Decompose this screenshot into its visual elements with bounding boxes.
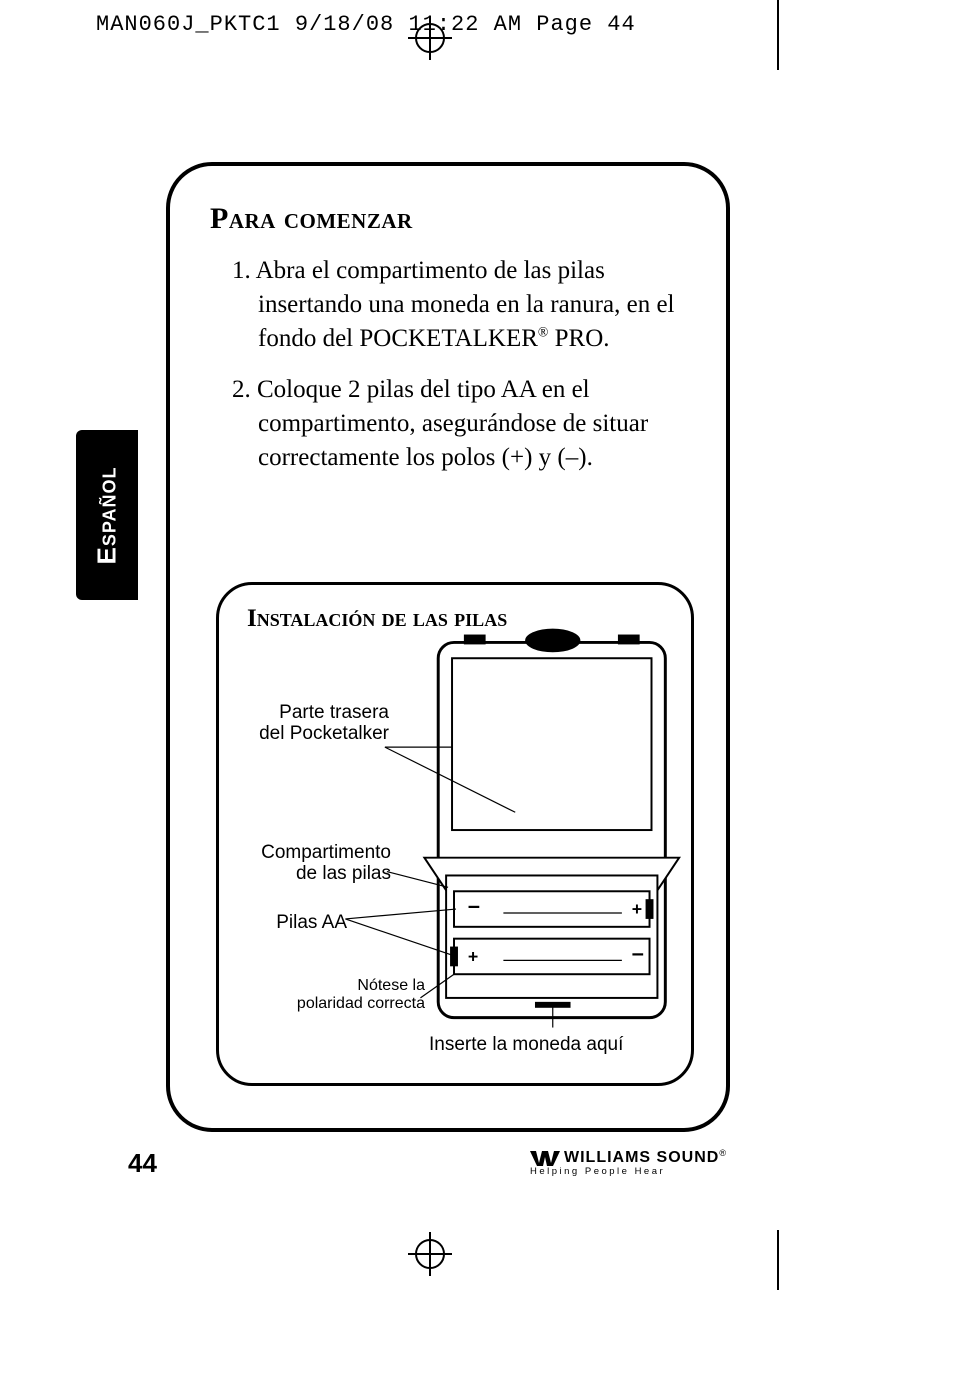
content-panel: Para comenzar 1. Abra el compartimento d… — [166, 162, 730, 1132]
step-1: 1. Abra el compartimento de las pilas in… — [232, 254, 698, 355]
svg-text:–: – — [468, 893, 480, 918]
brand-name: WILLIAMS SOUND — [564, 1149, 719, 1167]
diagram-panel: Instalación de las pilas Parte trasera d… — [216, 582, 694, 1086]
print-slug: MAN060J_PKTC1 9/18/08 11:22 AM Page 44 — [96, 12, 636, 37]
svg-text:+: + — [632, 899, 642, 919]
manual-page: MAN060J_PKTC1 9/18/08 11:22 AM Page 44 E… — [0, 0, 954, 1378]
svg-text:–: – — [632, 940, 644, 965]
registration-mark-top — [408, 16, 452, 60]
battery-diagram: – + + – — [219, 585, 691, 1083]
brand-tagline: Helping People Hear — [530, 1166, 730, 1177]
registration-mark-bottom — [408, 1232, 452, 1276]
step-list: 1. Abra el compartimento de las pilas in… — [232, 254, 698, 475]
section-heading: Para comenzar — [210, 202, 698, 236]
brand-reg: ® — [719, 1148, 726, 1158]
page-number: 44 — [128, 1148, 157, 1179]
crop-mark — [777, 0, 779, 70]
step-2: 2. Coloque 2 pilas del tipo AA en el com… — [232, 373, 698, 474]
svg-text:+: + — [468, 946, 478, 966]
brand-logo-icon — [530, 1149, 560, 1167]
brand-footer: WILLIAMS SOUND® Helping People Hear — [530, 1148, 730, 1177]
language-tab: Español — [76, 430, 138, 600]
language-tab-label: Español — [92, 466, 123, 564]
crop-mark — [777, 1230, 779, 1290]
